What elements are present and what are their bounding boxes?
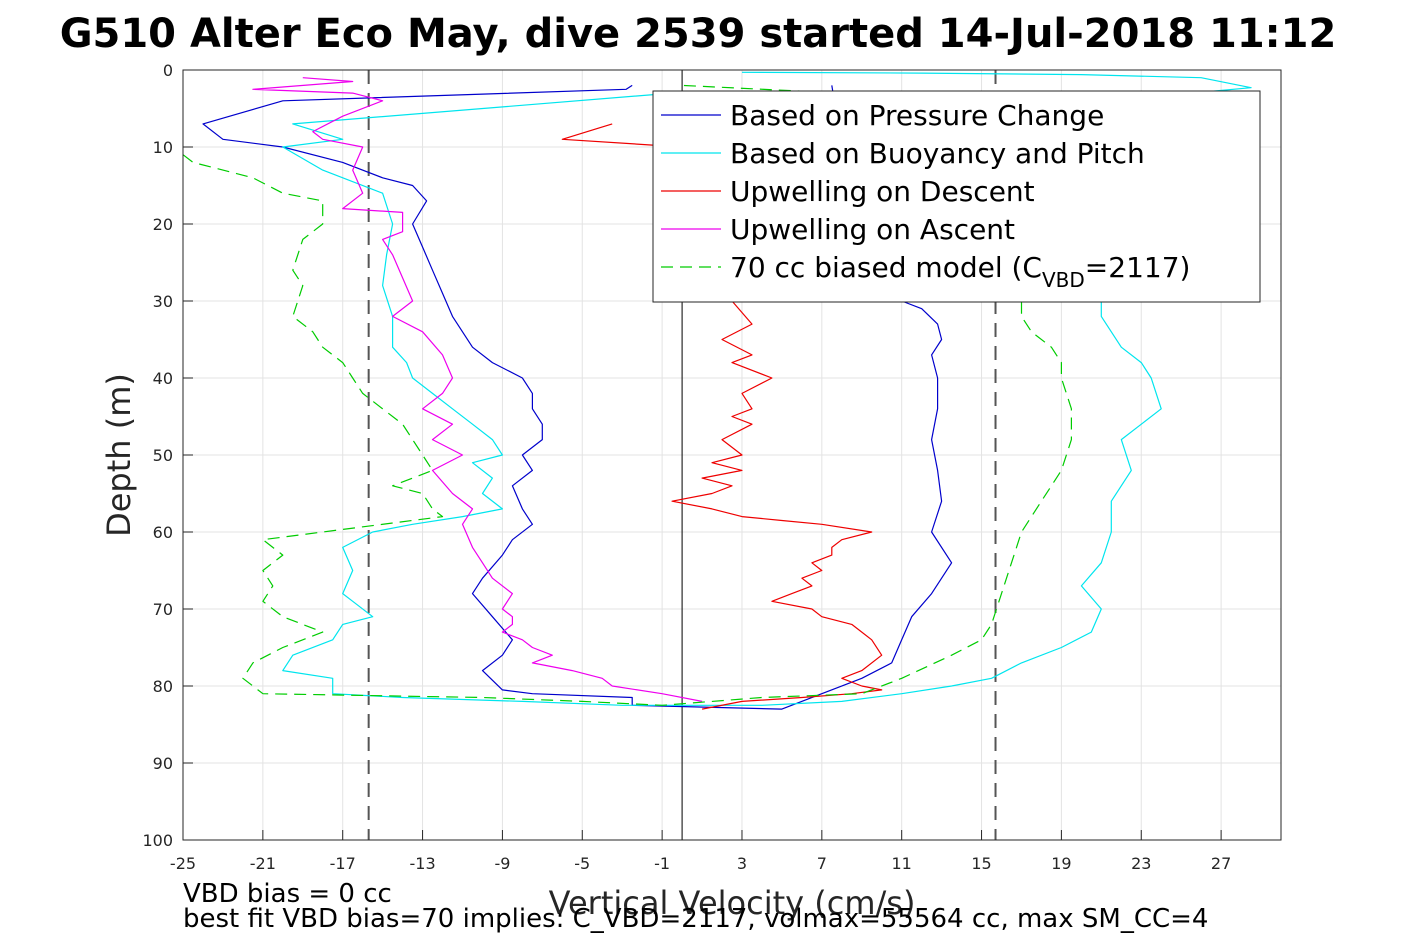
series-line-5	[182, 84, 1073, 706]
y-tick-label: 10	[153, 138, 173, 157]
chart-title: G510 Alter Eco May, dive 2539 started 14…	[60, 11, 1337, 57]
y-tick-label: 100	[142, 831, 173, 850]
series-line-4	[252, 77, 703, 702]
x-tick-label: -25	[170, 854, 196, 873]
x-tick-label: -9	[494, 854, 510, 873]
x-tick-label: -17	[330, 854, 356, 873]
y-tick-label: 40	[153, 369, 173, 388]
x-tick-label: -13	[409, 854, 435, 873]
y-tick-label: 70	[153, 600, 173, 619]
legend: Based on Pressure Change Based on Buoyanc…	[652, 90, 1261, 303]
legend-label-3: Upwelling on Descent	[730, 175, 1035, 208]
x-axis-label: Vertical Velocity (cm/s)	[549, 884, 916, 922]
footer-best-fit: best fit VBD bias=70 implies: C_VBD=2117…	[183, 904, 1208, 934]
legend-box	[652, 90, 1261, 303]
x-tick-label: 11	[892, 854, 912, 873]
axis-ticks: -25 -21 -17 -13 -9 -5 -1 3 7 11 15 19 23 270102030405…	[142, 61, 1231, 873]
x-tick-label: 3	[737, 854, 747, 873]
legend-label-1: Based on Pressure Change	[730, 99, 1104, 132]
y-tick-label: 50	[153, 446, 173, 465]
y-tick-label: 30	[153, 292, 173, 311]
y-tick-label: 20	[153, 215, 173, 234]
footer-vbd-bias: VBD bias = 0 cc	[183, 879, 392, 909]
x-tick-label: -1	[654, 854, 670, 873]
legend-label-4: Upwelling on Ascent	[730, 213, 1015, 246]
x-tick-label: 23	[1131, 854, 1151, 873]
series-line-3	[561, 123, 883, 710]
series-lines	[182, 71, 1252, 710]
x-tick-label: -21	[250, 854, 276, 873]
y-tick-label: 90	[153, 754, 173, 773]
x-tick-label: 15	[971, 854, 991, 873]
x-tick-label: 19	[1051, 854, 1071, 873]
series-line-2	[282, 71, 1252, 706]
x-tick-label: 7	[817, 854, 827, 873]
y-tick-label: 60	[153, 523, 173, 542]
x-tick-label: 27	[1211, 854, 1231, 873]
legend-label-5: 70 cc biased model (CVBD=2117)	[730, 251, 1190, 292]
y-tick-label: 80	[153, 677, 173, 696]
x-tick-label: -5	[574, 854, 590, 873]
y-axis-label: Depth (m)	[100, 373, 138, 537]
legend-label-2: Based on Buoyancy and Pitch	[730, 137, 1145, 170]
y-tick-label: 0	[163, 61, 173, 80]
series-line-1	[202, 84, 953, 710]
